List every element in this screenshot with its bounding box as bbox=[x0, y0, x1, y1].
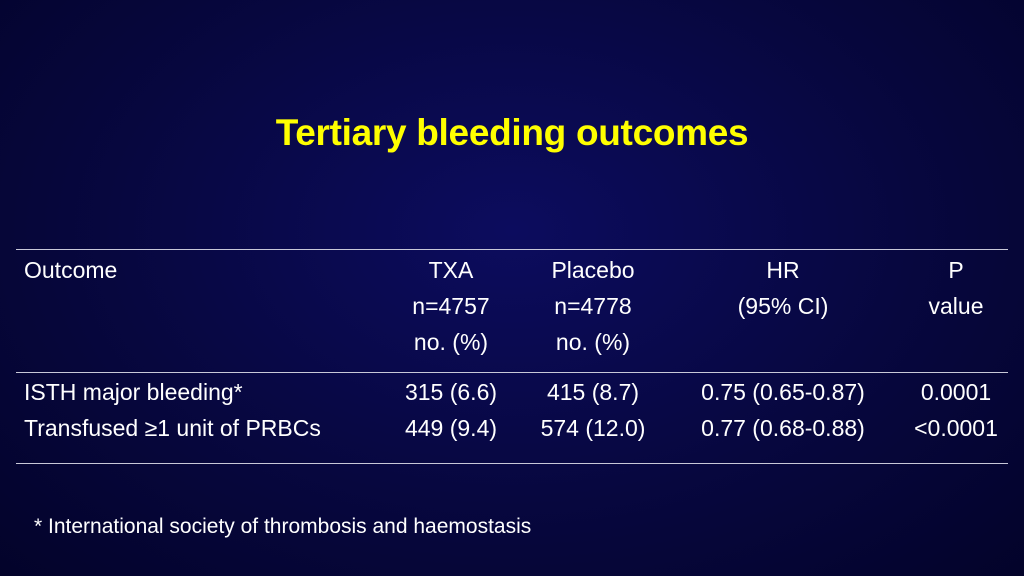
cell-hr: 0.75 (0.65-0.87) bbox=[701, 379, 865, 405]
footnote: * International society of thrombosis an… bbox=[34, 515, 532, 538]
table-header-row: Outcome TXA n=4757 no. (%) Placebo n=477… bbox=[16, 250, 1016, 372]
header-hr: HR (95% CI) bbox=[737, 257, 829, 319]
table-bottom-rule bbox=[16, 463, 1008, 464]
cell-hr: 0.77 (0.68-0.88) bbox=[701, 415, 865, 441]
cell-outcome: Transfused ≥1 unit of PRBCs bbox=[24, 415, 321, 441]
cell-txa: 449 (9.4) bbox=[404, 415, 498, 441]
cell-p-value: 0.0001 bbox=[920, 379, 992, 405]
cell-txa: 315 (6.6) bbox=[404, 379, 498, 405]
cell-placebo: 574 (12.0) bbox=[540, 415, 646, 441]
header-outcome: Outcome bbox=[24, 257, 118, 283]
slide-title: Tertiary bleeding outcomes bbox=[275, 112, 749, 153]
table-row: Transfused ≥1 unit of PRBCs 449 (9.4) 57… bbox=[16, 410, 1016, 463]
header-p-value: P value bbox=[928, 257, 984, 319]
outcomes-table: Outcome TXA n=4757 no. (%) Placebo n=477… bbox=[16, 249, 1008, 464]
cell-p-value: <0.0001 bbox=[914, 415, 998, 441]
table-row: ISTH major bleeding* 315 (6.6) 415 (8.7)… bbox=[16, 373, 1016, 410]
header-txa: TXA n=4757 no. (%) bbox=[412, 257, 490, 355]
cell-placebo: 415 (8.7) bbox=[546, 379, 640, 405]
header-placebo: Placebo n=4778 no. (%) bbox=[551, 257, 635, 355]
table-header-rule bbox=[16, 372, 1008, 373]
table-top-rule bbox=[16, 249, 1008, 250]
cell-outcome: ISTH major bleeding* bbox=[24, 379, 243, 405]
